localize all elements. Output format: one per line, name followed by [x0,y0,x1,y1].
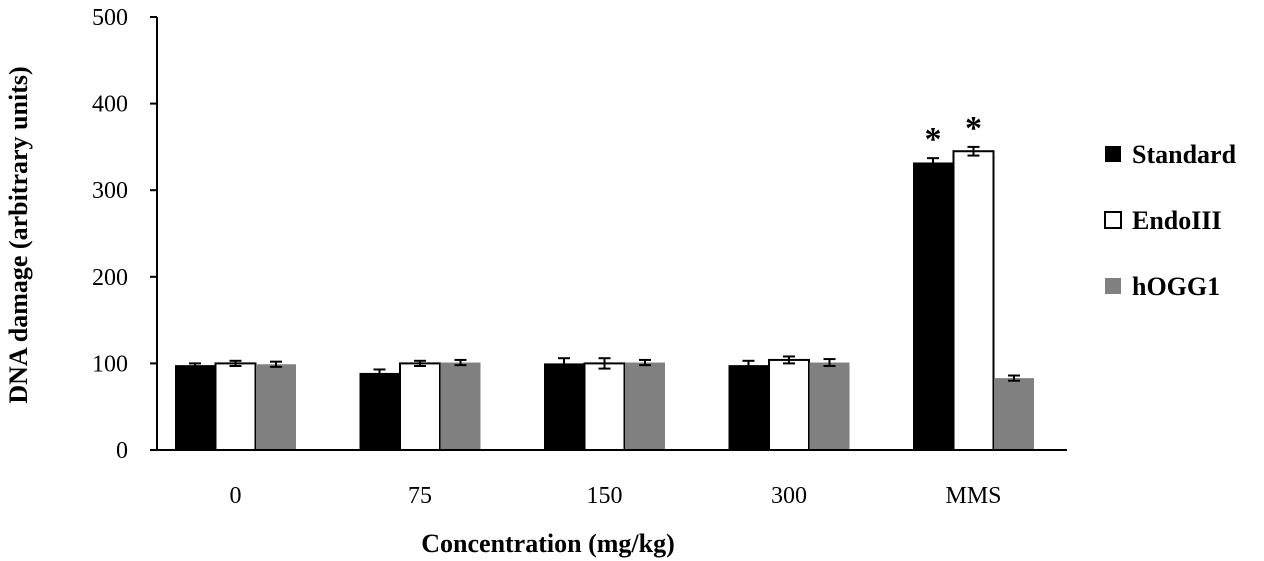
error-bar [742,359,755,371]
bar-hogg1-75 [440,362,481,450]
bar-endoiii-75 [399,362,441,451]
error-bar [783,355,795,365]
x-tick-label: MMS [945,483,1001,509]
y-tick-label: 400 [92,92,128,118]
y-axis-title: DNA damage (arbitrary units) [4,66,33,403]
significance-asterisk: * [965,110,982,147]
legend-label: EndoIII [1132,206,1222,235]
legend-item-endoiii: EndoIII [1104,206,1222,235]
error-bar [189,362,201,368]
error-bar [927,157,939,168]
error-bar [414,359,426,367]
legend-item-standard: Standard [1105,140,1237,169]
bar-hogg1-0 [256,364,296,450]
error-bar [558,357,570,370]
legend-swatch [1105,278,1121,294]
legend-label: hOGG1 [1132,272,1220,301]
bar-endoiii-mms [952,150,995,451]
bar-endoiii-300 [768,358,810,452]
bar-endoiii-150 [583,362,626,451]
bars [175,150,1034,452]
legend-item-hogg1: hOGG1 [1105,272,1220,301]
x-axis-ticks: 0 75 150 300 MMS [230,483,1002,509]
legend-swatch [1104,211,1122,229]
y-tick-label: 100 [92,351,128,377]
bar-endoiii-0 [214,362,257,451]
x-axis-title: Concentration (mg/kg) [421,529,674,558]
bar-standard-mms [913,162,953,450]
bar-standard-150 [544,363,584,450]
x-tick-label: 75 [408,483,432,509]
y-tick-label: 0 [116,438,128,464]
y-tick-label: 300 [92,178,128,204]
bar-hogg1-mms [994,378,1034,450]
y-tick-label: 200 [92,265,128,291]
bar-hogg1-150 [625,362,665,450]
x-tick-label: 0 [230,483,242,509]
annotations: * * [925,110,983,158]
error-bar [1008,374,1020,382]
error-bar [270,360,282,368]
bar-standard-75 [359,372,400,450]
error-bar [373,368,386,378]
y-axis-ticks: 0 100 200 300 400 500 [92,5,157,464]
bar-standard-0 [175,365,215,450]
bar-hogg1-300 [809,362,850,450]
error-bar [639,358,651,367]
legend-label: Standard [1132,140,1237,169]
error-bar [823,358,836,367]
error-bar [967,145,980,157]
error-bars [189,145,1020,382]
error-bar [454,358,467,367]
x-tick-label: 150 [587,483,623,509]
error-bar [229,359,242,367]
bar-standard-300 [728,365,769,450]
error-bar [598,357,611,370]
x-tick-label: 300 [771,483,807,509]
significance-asterisk: * [925,121,942,158]
legend-swatch [1105,146,1121,162]
legend: Standard EndoIII hOGG1 [1104,140,1237,301]
y-tick-label: 500 [92,5,128,31]
